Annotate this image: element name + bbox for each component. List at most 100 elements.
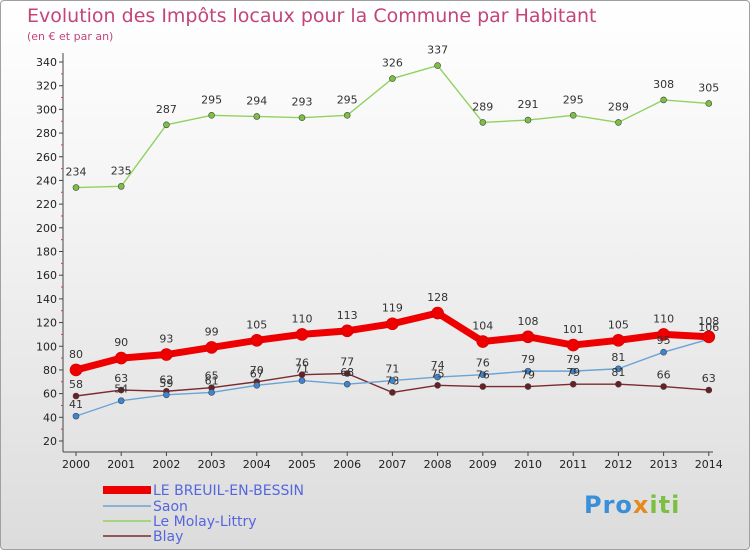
data-point bbox=[660, 96, 667, 104]
y-tick-label: 240 bbox=[36, 174, 57, 187]
y-tick-label: 340 bbox=[36, 56, 57, 69]
data-point bbox=[434, 382, 441, 389]
data-point bbox=[72, 392, 80, 400]
data-label: 108 bbox=[698, 315, 719, 328]
x-tick-label: 2007 bbox=[378, 458, 406, 471]
x-tick-label: 2003 bbox=[198, 458, 226, 471]
data-label: 79 bbox=[566, 366, 580, 379]
data-point bbox=[705, 100, 713, 107]
x-tick-label: 2014 bbox=[695, 458, 723, 471]
data-point bbox=[160, 348, 173, 361]
data-point bbox=[569, 111, 577, 119]
y-tick-label: 120 bbox=[36, 317, 57, 330]
data-point bbox=[524, 383, 532, 390]
data-label: 70 bbox=[250, 364, 264, 377]
y-tick-label: 180 bbox=[36, 246, 57, 259]
data-point bbox=[434, 62, 441, 69]
x-tick-label: 2004 bbox=[243, 458, 271, 471]
x-tick-label: 2000 bbox=[62, 458, 90, 471]
x-tick-label: 2009 bbox=[469, 458, 497, 471]
x-tick-label: 2002 bbox=[152, 458, 180, 471]
data-point bbox=[566, 338, 580, 352]
data-label: 289 bbox=[608, 100, 629, 113]
y-tick-label: 140 bbox=[36, 293, 57, 306]
data-point bbox=[521, 330, 535, 344]
data-label: 337 bbox=[427, 44, 448, 57]
data-point bbox=[72, 184, 80, 191]
chart-subtitle: (en € et par an) bbox=[27, 30, 114, 43]
data-point bbox=[660, 383, 667, 390]
data-label: 99 bbox=[205, 325, 219, 338]
data-point bbox=[615, 365, 622, 373]
data-label: 63 bbox=[702, 372, 716, 385]
data-label: 287 bbox=[156, 103, 177, 116]
data-label: 67 bbox=[250, 367, 264, 380]
data-label: 76 bbox=[476, 369, 490, 382]
data-point bbox=[389, 75, 396, 82]
x-tick-label: 2006 bbox=[333, 458, 361, 471]
data-label: 110 bbox=[292, 312, 313, 325]
data-label: 108 bbox=[518, 315, 539, 328]
data-point bbox=[340, 324, 354, 338]
data-point bbox=[524, 367, 532, 375]
data-label: 59 bbox=[159, 377, 173, 390]
data-label: 62 bbox=[159, 373, 173, 386]
data-label: 294 bbox=[246, 94, 267, 107]
y-tick-label: 320 bbox=[36, 80, 57, 93]
data-label: 71 bbox=[295, 363, 309, 376]
data-label: 77 bbox=[340, 355, 354, 368]
data-point bbox=[569, 380, 577, 388]
y-tick-label: 100 bbox=[36, 340, 57, 353]
y-tick-label: 280 bbox=[36, 127, 57, 140]
x-tick-label: 2011 bbox=[559, 458, 587, 471]
data-label: 79 bbox=[521, 353, 535, 366]
data-point bbox=[389, 389, 396, 396]
data-point bbox=[705, 386, 713, 394]
data-point bbox=[295, 328, 309, 341]
data-point bbox=[386, 317, 399, 331]
data-label: 291 bbox=[518, 98, 539, 111]
data-point bbox=[612, 334, 625, 347]
data-point bbox=[660, 348, 667, 356]
data-point bbox=[657, 328, 670, 341]
data-label: 105 bbox=[246, 318, 267, 331]
data-label: 110 bbox=[653, 312, 674, 325]
data-point bbox=[434, 373, 441, 381]
data-label: 119 bbox=[382, 302, 403, 315]
chart-title: Evolution des Impôts locaux pour la Comm… bbox=[27, 5, 597, 27]
y-tick-label: 200 bbox=[36, 222, 57, 235]
data-point bbox=[163, 121, 170, 129]
data-label: 295 bbox=[563, 93, 584, 106]
data-label: 295 bbox=[201, 93, 222, 106]
data-label: 63 bbox=[114, 372, 128, 385]
x-tick-label: 2010 bbox=[514, 458, 542, 471]
data-point bbox=[431, 306, 444, 320]
data-point bbox=[72, 412, 80, 420]
y-tick-label: 260 bbox=[36, 151, 57, 164]
data-label: 76 bbox=[295, 357, 309, 370]
data-label: 235 bbox=[111, 164, 132, 177]
x-tick-label: 2005 bbox=[288, 458, 316, 471]
data-point bbox=[343, 380, 351, 388]
data-point bbox=[298, 114, 306, 121]
data-point bbox=[343, 370, 351, 377]
data-label: 68 bbox=[340, 366, 354, 379]
data-point bbox=[479, 371, 487, 378]
data-point bbox=[569, 367, 577, 375]
data-point bbox=[69, 363, 83, 377]
data-label: 95 bbox=[657, 334, 671, 347]
data-label: 90 bbox=[114, 336, 128, 349]
data-label: 81 bbox=[611, 366, 625, 379]
data-point bbox=[615, 119, 622, 126]
data-label: 101 bbox=[563, 323, 584, 336]
data-label: 81 bbox=[611, 351, 625, 364]
legend-label: LE BREUIL-EN-BESSIN bbox=[153, 483, 304, 499]
data-point bbox=[117, 183, 125, 190]
data-point bbox=[208, 389, 215, 396]
x-tick-label: 2012 bbox=[604, 458, 632, 471]
data-label: 41 bbox=[69, 398, 83, 411]
data-point bbox=[253, 382, 261, 389]
data-label: 93 bbox=[159, 333, 173, 346]
data-label: 308 bbox=[653, 78, 674, 91]
